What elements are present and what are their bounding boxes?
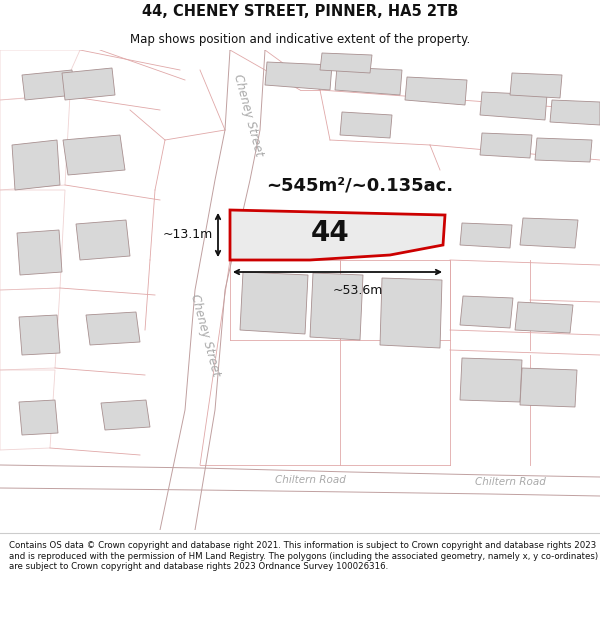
Text: Contains OS data © Crown copyright and database right 2021. This information is : Contains OS data © Crown copyright and d…: [9, 541, 598, 571]
Polygon shape: [515, 302, 573, 333]
Polygon shape: [520, 368, 577, 407]
Polygon shape: [480, 92, 547, 120]
Polygon shape: [17, 230, 62, 275]
Polygon shape: [405, 77, 467, 105]
Polygon shape: [22, 70, 75, 100]
Polygon shape: [340, 112, 392, 138]
Polygon shape: [510, 73, 562, 98]
Polygon shape: [86, 312, 140, 345]
Text: ~545m²/~0.135ac.: ~545m²/~0.135ac.: [266, 176, 454, 194]
Polygon shape: [240, 272, 308, 334]
Polygon shape: [480, 133, 532, 158]
Polygon shape: [62, 68, 115, 100]
Text: ~13.1m: ~13.1m: [163, 229, 213, 241]
Polygon shape: [550, 100, 600, 125]
Polygon shape: [76, 220, 130, 260]
Polygon shape: [230, 210, 445, 260]
Polygon shape: [520, 218, 578, 248]
Polygon shape: [12, 140, 60, 190]
Text: Chiltern Road: Chiltern Road: [475, 477, 545, 487]
Polygon shape: [460, 223, 512, 248]
Text: Map shows position and indicative extent of the property.: Map shows position and indicative extent…: [130, 32, 470, 46]
Text: Chiltern Road: Chiltern Road: [275, 475, 346, 485]
Text: ~53.6m: ~53.6m: [332, 284, 383, 297]
Text: 44, CHENEY STREET, PINNER, HA5 2TB: 44, CHENEY STREET, PINNER, HA5 2TB: [142, 4, 458, 19]
Polygon shape: [535, 138, 592, 162]
Polygon shape: [310, 273, 363, 340]
Polygon shape: [63, 135, 125, 175]
Text: Cheney Street: Cheney Street: [231, 72, 265, 158]
Polygon shape: [101, 400, 150, 430]
Polygon shape: [460, 296, 513, 328]
Polygon shape: [19, 315, 60, 355]
Text: Cheney Street: Cheney Street: [188, 292, 222, 378]
Polygon shape: [335, 67, 402, 95]
Polygon shape: [265, 62, 332, 90]
Polygon shape: [380, 278, 442, 348]
Text: 44: 44: [311, 219, 349, 247]
Polygon shape: [19, 400, 58, 435]
Polygon shape: [320, 53, 372, 73]
Polygon shape: [460, 358, 522, 402]
